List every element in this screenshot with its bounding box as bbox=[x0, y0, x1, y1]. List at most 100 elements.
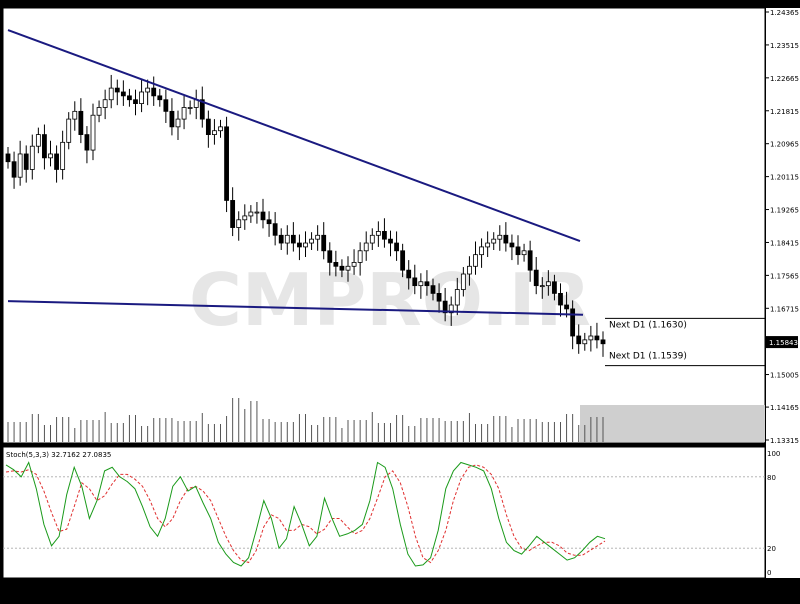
candle-body bbox=[375, 231, 381, 236]
candle-body bbox=[218, 126, 223, 132]
candle-body bbox=[260, 211, 266, 221]
candle-body bbox=[418, 281, 424, 287]
candle-body bbox=[321, 234, 327, 252]
candle-body bbox=[491, 238, 497, 244]
candle-body bbox=[436, 292, 442, 302]
price-tick-label: 1.22665 bbox=[770, 75, 799, 83]
stoch-level-label: 100 bbox=[767, 450, 780, 458]
candle-body bbox=[485, 242, 491, 248]
candle-body bbox=[90, 114, 96, 151]
next-d1-annotations: Next D1 (1.1630) Next D1 (1.1539) bbox=[605, 317, 765, 367]
stoch-level-label: 0 bbox=[767, 569, 771, 577]
candle-body bbox=[424, 281, 430, 287]
candle-body bbox=[363, 242, 369, 252]
candle-body bbox=[412, 277, 418, 287]
time-tick-label: 1 Sep 2021 bbox=[478, 583, 518, 591]
price-tick-label: 1.15005 bbox=[770, 372, 799, 380]
candle-body bbox=[145, 87, 151, 93]
candle-body bbox=[545, 281, 551, 287]
candle-body bbox=[248, 211, 254, 217]
price-tick-label: 1.17565 bbox=[770, 272, 799, 280]
candle-body bbox=[539, 285, 545, 288]
time-tick-label: 5 Oct 2021 bbox=[596, 583, 635, 591]
candle-body bbox=[78, 110, 84, 135]
candle-body bbox=[394, 242, 399, 252]
candle-body bbox=[108, 87, 114, 101]
candle-body bbox=[430, 285, 436, 294]
price-tick-label: 1.18415 bbox=[770, 239, 799, 247]
current-price-tag: 1.15843 bbox=[766, 336, 798, 349]
candle-body bbox=[230, 200, 236, 228]
candle-body bbox=[290, 234, 296, 244]
price-tick-label: 1.20965 bbox=[770, 141, 799, 149]
price-tag-box bbox=[766, 336, 798, 349]
candle-body bbox=[224, 126, 229, 201]
candle-body bbox=[345, 265, 351, 271]
candle-body bbox=[388, 238, 393, 244]
stochastic-indicator: Stoch(5,3,3) 32.7162 27.0835 100 80 20 0 bbox=[3, 450, 780, 577]
candle-body bbox=[96, 107, 102, 116]
time-tick-label: 23 Sep 2021 bbox=[556, 583, 600, 591]
time-tick-label: 12 May 2021 bbox=[85, 583, 131, 591]
candle-body bbox=[139, 91, 144, 105]
candle-body bbox=[382, 231, 387, 240]
candle-body bbox=[521, 250, 527, 256]
candle-body bbox=[369, 234, 375, 244]
candle-body bbox=[120, 91, 126, 97]
stoch-main-line bbox=[5, 461, 606, 567]
candle-body bbox=[552, 281, 557, 294]
stoch-legend: Stoch(5,3,3) 32.7162 27.0835 bbox=[6, 451, 111, 459]
candle-body bbox=[351, 262, 357, 267]
candle-body bbox=[297, 242, 302, 248]
candle-body bbox=[66, 118, 72, 143]
time-tick-label: 7 Jul 2021 bbox=[281, 583, 316, 591]
time-tick-label: 19 Jul 2021 bbox=[320, 583, 360, 591]
price-tick-label: 1.23515 bbox=[770, 42, 799, 50]
stochastic-panel-bg bbox=[2, 446, 766, 579]
candle-body bbox=[327, 250, 333, 263]
candle-body bbox=[133, 99, 138, 105]
candle-body bbox=[151, 87, 157, 97]
next-d1-label: Next D1 (1.1539) bbox=[609, 352, 687, 362]
candle-body bbox=[205, 118, 211, 135]
price-tag-label: 1.15843 bbox=[769, 339, 798, 347]
candle-body bbox=[582, 339, 588, 345]
candle-body bbox=[5, 153, 11, 163]
candle-body bbox=[442, 300, 448, 314]
candle-body bbox=[272, 223, 278, 236]
candle-body bbox=[29, 145, 35, 170]
candle-body bbox=[503, 234, 509, 244]
trendline-lower bbox=[7, 300, 584, 316]
price-tick-label: 1.13315 bbox=[770, 437, 799, 445]
candle-body bbox=[406, 269, 412, 279]
time-tick-label: 29 Jul 2021 bbox=[360, 583, 400, 591]
stoch-level-label: 20 bbox=[767, 545, 776, 553]
candle-body bbox=[309, 238, 314, 244]
candle-body bbox=[127, 95, 132, 101]
candle-body bbox=[17, 153, 23, 178]
candle-body bbox=[266, 219, 272, 225]
stoch-signal-line bbox=[5, 464, 606, 564]
trendline-upper bbox=[7, 29, 581, 243]
candle-body bbox=[284, 234, 290, 244]
candle-body bbox=[35, 134, 41, 147]
candle-body bbox=[181, 107, 187, 120]
candle-body bbox=[357, 250, 363, 263]
axis-strip bbox=[766, 8, 800, 578]
time-tick-label: 20 Apr 2021 bbox=[6, 583, 49, 591]
candle-body bbox=[588, 335, 594, 341]
candle-body bbox=[558, 292, 563, 306]
candle-body bbox=[72, 110, 78, 120]
candle-body bbox=[84, 134, 90, 151]
candle-body bbox=[527, 250, 533, 271]
time-tick-label: 15 Jun 2021 bbox=[203, 583, 245, 591]
price-tick-label: 1.24365 bbox=[770, 9, 799, 17]
candle-body bbox=[564, 304, 569, 310]
price-tick-label: 1.16715 bbox=[770, 305, 799, 313]
candle-body bbox=[600, 339, 606, 345]
candle-body bbox=[60, 141, 66, 170]
candle-body bbox=[102, 99, 108, 108]
candle-body bbox=[479, 246, 484, 256]
candle-body bbox=[54, 153, 59, 170]
